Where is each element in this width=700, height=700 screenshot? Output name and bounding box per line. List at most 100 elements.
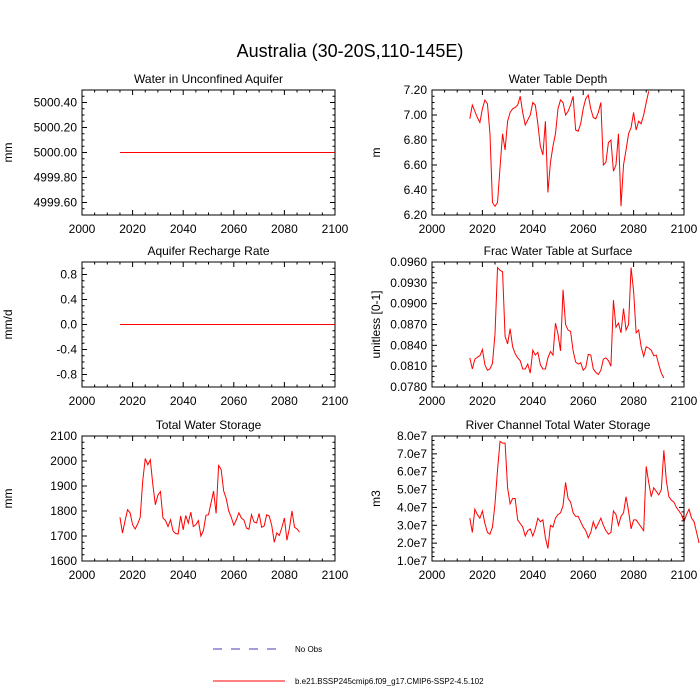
y-axis-label: unitless [0-1]	[369, 290, 383, 358]
y-tick-label: 7.00	[404, 108, 428, 122]
y-tick-label: 5000.20	[34, 121, 78, 135]
x-tick-label: 2060	[570, 568, 597, 582]
y-tick-label: 0.8	[60, 268, 77, 282]
y-tick-label: 6.20	[404, 208, 428, 222]
y-tick-label: 5.0e7	[397, 483, 427, 497]
x-tick-label: 2100	[322, 222, 349, 236]
y-tick-label: 2.0e7	[397, 536, 427, 550]
x-tick-label: 2040	[519, 222, 546, 236]
panel-water-table-depth: Water Table Depth m 2000 2020 2040 2060 2080 21…	[369, 72, 698, 236]
x-tick-label: 2020	[469, 222, 496, 236]
y-tick-label: 5000.40	[34, 96, 78, 110]
series-line	[469, 440, 700, 549]
panel-river-channel-total-water-storage: River Channel Total Water Storage m3 2000 2…	[369, 418, 700, 582]
y-tick-label: 3.0e7	[397, 518, 427, 532]
plot-frame	[81, 89, 336, 216]
y-tick-label: 1600	[50, 554, 77, 568]
x-tick-label: 2020	[469, 394, 496, 408]
plot-frame	[81, 435, 336, 562]
x-tick-label: 2000	[69, 222, 96, 236]
panel-water-in-unconfined-aquifer: Water in Unconfined Aquifer mm 2000 2020 204…	[1, 72, 349, 236]
y-axis-label: mm	[1, 143, 15, 163]
panel-title: Frac Water Table at Surface	[484, 244, 633, 258]
y-tick-label: 0.4	[60, 293, 77, 307]
y-tick-label: 1900	[50, 479, 77, 493]
y-axis-label: mm	[1, 489, 15, 509]
y-tick-label: 1700	[50, 529, 77, 543]
x-tick-label: 2040	[519, 394, 546, 408]
panel-frac-water-table-at-surface: Frac Water Table at Surface unitless [0-1…	[369, 244, 698, 408]
y-tick-label: 0.0	[60, 318, 77, 332]
series-line	[469, 266, 665, 379]
plot-frame	[431, 89, 685, 216]
y-tick-label: 7.20	[404, 83, 428, 97]
y-tick-label: 2100	[50, 429, 77, 443]
panel-title: River Channel Total Water Storage	[466, 418, 651, 432]
x-tick-label: 2080	[620, 222, 647, 236]
x-tick-label: 2100	[671, 568, 698, 582]
x-tick-label: 2040	[170, 568, 197, 582]
x-tick-label: 2000	[419, 394, 446, 408]
x-tick-label: 2060	[220, 222, 247, 236]
y-tick-label: 6.80	[404, 133, 428, 147]
legend-model-label: b.e21.BSSP245cmip6.f09_g17.CMIP6-SSP2-4.…	[295, 677, 484, 686]
x-tick-label: 2080	[271, 568, 298, 582]
x-tick-label: 2080	[271, 222, 298, 236]
panels: Water in Unconfined Aquifer mm 2000 2020 204…	[1, 72, 700, 582]
y-axis-label: m3	[369, 490, 383, 507]
panel-title: Water in Unconfined Aquifer	[134, 72, 283, 86]
y-tick-label: 4999.60	[34, 196, 78, 210]
y-tick-label: 0.0900	[390, 297, 427, 311]
legend: No Obs b.e21.BSSP245cmip6.f09_g17.CMIP6-…	[213, 645, 484, 686]
y-tick-label: 0.0930	[390, 276, 427, 290]
y-tick-label: 6.60	[404, 158, 428, 172]
plot-frame	[81, 261, 336, 388]
panel-total-water-storage: Total Water Storage mm 2000 2020 2040 2060 208…	[1, 418, 349, 582]
x-tick-label: 2000	[69, 568, 96, 582]
x-tick-label: 2000	[419, 222, 446, 236]
x-tick-label: 2000	[419, 568, 446, 582]
y-tick-label: 4.0e7	[397, 500, 427, 514]
x-tick-label: 2060	[570, 222, 597, 236]
x-tick-label: 2100	[322, 394, 349, 408]
y-tick-label: -0.4	[56, 343, 77, 357]
y-tick-label: 0.0870	[390, 318, 427, 332]
x-tick-label: 2000	[69, 394, 96, 408]
y-tick-label: 0.0780	[390, 380, 427, 394]
x-tick-label: 2060	[220, 394, 247, 408]
x-tick-label: 2080	[620, 394, 647, 408]
plot-frame	[431, 435, 685, 562]
x-tick-label: 2020	[469, 568, 496, 582]
y-tick-label: 5000.00	[34, 146, 78, 160]
panel-aquifer-recharge-rate: Aquifer Recharge Rate mm/d 2000 2020 2040 206…	[1, 244, 349, 408]
y-tick-label: 4999.80	[34, 171, 78, 185]
x-tick-label: 2060	[220, 568, 247, 582]
y-axis-label: m	[369, 148, 383, 158]
y-tick-label: 6.40	[404, 183, 428, 197]
panel-title: Aquifer Recharge Rate	[147, 244, 269, 258]
x-tick-label: 2020	[119, 222, 146, 236]
x-tick-label: 2100	[671, 394, 698, 408]
y-tick-label: 0.0810	[390, 359, 427, 373]
y-tick-label: 0.0960	[390, 255, 427, 269]
series-line	[469, 91, 650, 208]
y-tick-label: 1800	[50, 504, 77, 518]
x-tick-label: 2080	[271, 394, 298, 408]
panel-title: Water Table Depth	[509, 72, 608, 86]
y-tick-label: 7.0e7	[397, 447, 427, 461]
x-tick-label: 2100	[671, 222, 698, 236]
x-tick-label: 2040	[170, 222, 197, 236]
plot-frame	[431, 261, 685, 388]
y-tick-label: 1.0e7	[397, 554, 427, 568]
x-tick-label: 2040	[519, 568, 546, 582]
y-tick-label: 8.0e7	[397, 429, 427, 443]
x-tick-label: 2060	[570, 394, 597, 408]
y-tick-label: 0.0840	[390, 338, 427, 352]
y-axis-label: mm/d	[1, 310, 15, 340]
y-tick-label: 6.0e7	[397, 465, 427, 479]
x-tick-label: 2020	[119, 568, 146, 582]
x-tick-label: 2080	[620, 568, 647, 582]
y-tick-label: -0.8	[56, 368, 77, 382]
series-line	[119, 457, 300, 543]
